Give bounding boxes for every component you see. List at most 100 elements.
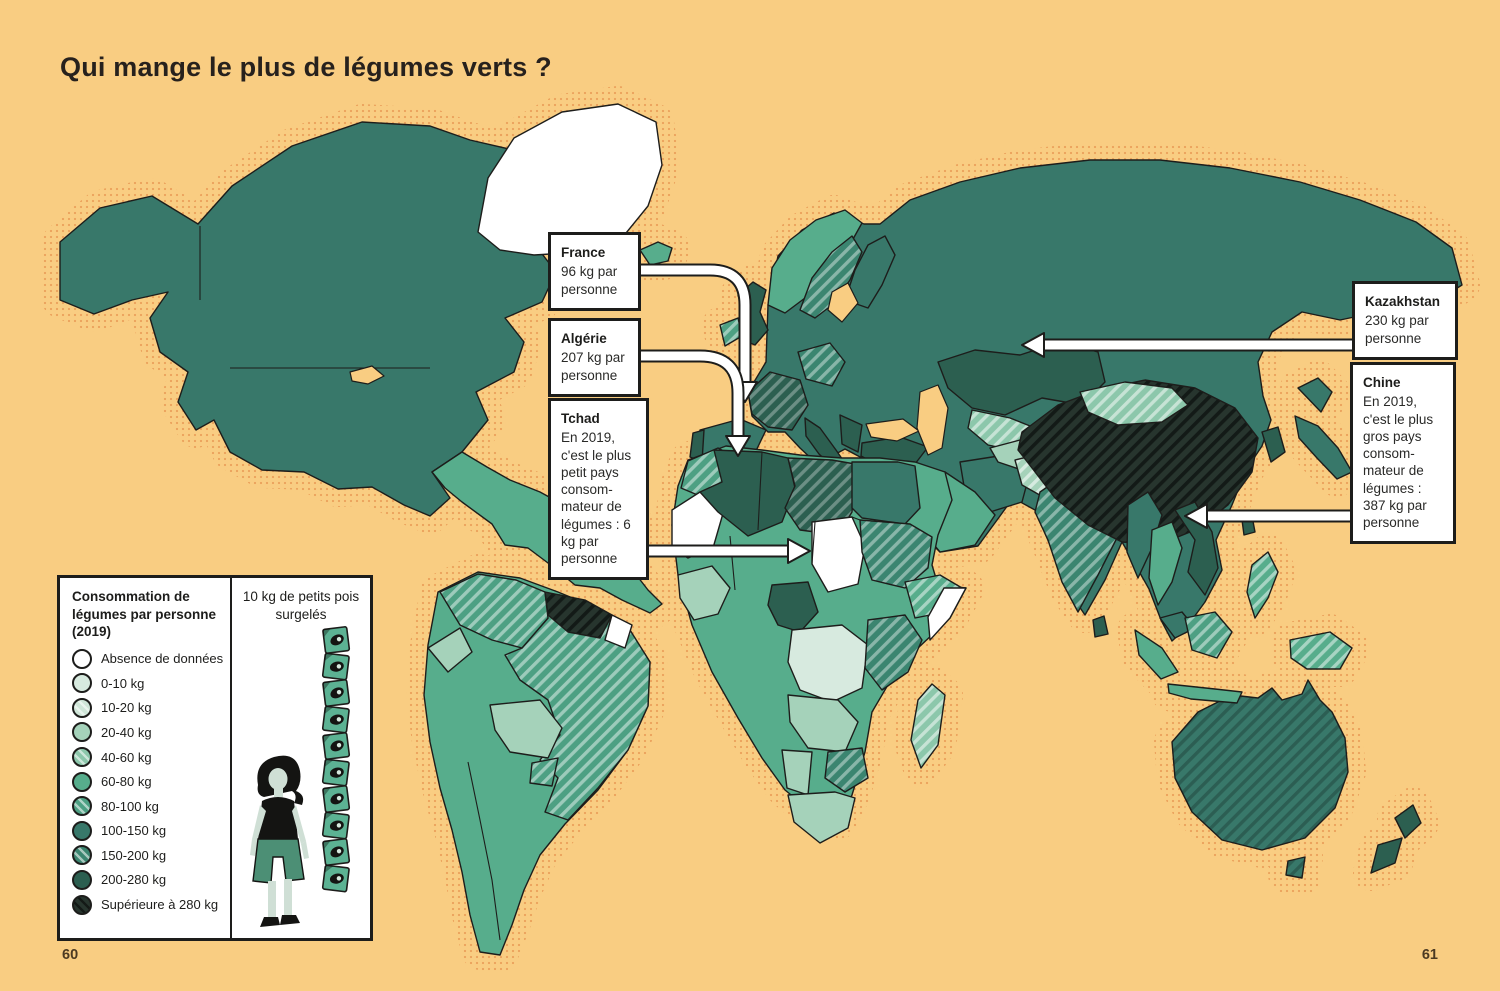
country-borneo bbox=[1184, 611, 1233, 659]
legend-item: 10-20 kg bbox=[72, 697, 224, 718]
country-germany-central-europe bbox=[797, 342, 846, 387]
callout-algerie: Algérie 207 kg par personne bbox=[548, 318, 641, 397]
callout-france-body: 96 kg par personne bbox=[561, 264, 618, 297]
legend-item: 200-280 kg bbox=[72, 869, 224, 890]
callout-france: France 96 kg par personne bbox=[548, 232, 641, 311]
legend-label: Absence de données bbox=[101, 651, 224, 667]
country-new-zealand-north bbox=[1394, 804, 1422, 839]
country-namibia bbox=[781, 749, 813, 796]
legend-items: Absence de données 0-10 kg 10-20 kg 20-40 k… bbox=[72, 648, 224, 915]
scale-illustration bbox=[250, 626, 351, 928]
country-france bbox=[747, 371, 809, 431]
legend-label: 100-150 kg bbox=[101, 823, 167, 839]
country-japan-hokkaido bbox=[1297, 377, 1333, 413]
country-zimbabwe-botswana bbox=[824, 747, 869, 793]
arrow-head-tchad bbox=[787, 538, 811, 564]
country-south-africa bbox=[787, 791, 856, 844]
country-sweden bbox=[799, 235, 863, 319]
country-mongolia bbox=[1079, 381, 1189, 426]
legend-label: 20-40 kg bbox=[101, 724, 152, 740]
country-guyana bbox=[604, 614, 633, 649]
country-new-zealand-south bbox=[1370, 837, 1403, 874]
country-dr-congo bbox=[787, 624, 869, 703]
pea-bag bbox=[321, 864, 350, 893]
country-bolivia bbox=[489, 699, 563, 759]
country-egypt bbox=[851, 461, 921, 525]
legend-item: 0-10 kg bbox=[72, 673, 224, 694]
callout-kazakhstan-title: Kazakhstan bbox=[1365, 294, 1441, 309]
callout-algerie-title: Algérie bbox=[561, 331, 607, 346]
arrow-head-algerie bbox=[725, 435, 751, 457]
country-east-africa bbox=[864, 614, 923, 691]
pea-bag bbox=[322, 785, 351, 814]
callout-kazakhstan-body: 230 kg par personne bbox=[1365, 313, 1429, 346]
country-sri-lanka bbox=[1092, 615, 1109, 638]
callout-chine: Chine En 2019, c'est le plus gros pays c… bbox=[1350, 362, 1456, 545]
pea-bag bbox=[322, 732, 351, 761]
country-new-guinea bbox=[1289, 631, 1353, 670]
legend-swatch bbox=[72, 894, 92, 915]
border-africa-sahel bbox=[729, 451, 861, 591]
legend-swatch bbox=[72, 820, 92, 841]
legend-swatch bbox=[72, 648, 92, 669]
legend-label: 10-20 kg bbox=[101, 700, 152, 716]
callout-chine-title: Chine bbox=[1363, 375, 1401, 390]
country-philippines bbox=[1246, 551, 1279, 619]
legend-swatch bbox=[72, 722, 92, 743]
legend-label: 80-100 kg bbox=[101, 798, 159, 814]
country-thailand bbox=[1148, 521, 1183, 606]
pea-bag bbox=[321, 811, 350, 840]
country-tasmania bbox=[1285, 856, 1306, 879]
legend-item: 100-150 kg bbox=[72, 820, 224, 841]
pea-bag bbox=[322, 679, 351, 708]
pea-bag bbox=[322, 626, 351, 655]
border-us-canada bbox=[199, 226, 430, 369]
legend-swatch bbox=[72, 845, 92, 866]
country-sumatra bbox=[1134, 629, 1179, 680]
country-iceland bbox=[639, 241, 673, 266]
pea-bag bbox=[321, 758, 350, 787]
country-ecuador bbox=[427, 627, 473, 673]
legend-label: 60-80 kg bbox=[101, 774, 152, 790]
country-somalia bbox=[927, 587, 967, 641]
callout-tchad-body: En 2019, c'est le plus petit pays consom… bbox=[561, 430, 632, 567]
country-paraguay bbox=[529, 757, 559, 787]
caspian-sea bbox=[916, 384, 949, 456]
legend-item: 80-100 kg bbox=[72, 796, 224, 817]
pea-bag bbox=[321, 652, 350, 681]
page-number-right: 61 bbox=[1421, 947, 1438, 963]
legend-swatch bbox=[72, 869, 92, 890]
landmasses bbox=[59, 103, 1463, 956]
country-west-africa-coast bbox=[677, 565, 731, 621]
callout-kazakhstan: Kazakhstan 230 kg par personne bbox=[1352, 281, 1458, 360]
person-figure bbox=[250, 755, 309, 928]
legend-label: 200-280 kg bbox=[101, 872, 167, 888]
country-japan-honshu bbox=[1294, 415, 1353, 480]
legend-item: Supérieure à 280 kg bbox=[72, 894, 224, 915]
legend-swatch bbox=[72, 673, 92, 694]
pea-bag bbox=[321, 705, 350, 734]
country-finland bbox=[844, 235, 896, 309]
country-colombia bbox=[439, 573, 549, 649]
callout-algerie-body: 207 kg par personne bbox=[561, 350, 625, 383]
legend-item: 60-80 kg bbox=[72, 771, 224, 792]
callout-tchad-title: Tchad bbox=[561, 411, 600, 426]
page-number-left: 60 bbox=[62, 947, 79, 963]
border-chile-argentina bbox=[467, 761, 501, 941]
legend-swatch bbox=[72, 697, 92, 718]
legend-item: 40-60 kg bbox=[72, 747, 224, 768]
page-title: Qui mange le plus de légumes verts ? bbox=[60, 52, 552, 82]
legend-swatch bbox=[72, 771, 92, 792]
legend-panel: Consommation de légumes par personne (20… bbox=[60, 578, 230, 938]
scale-panel: 10 kg de petits pois surgelés bbox=[230, 578, 370, 938]
country-korea bbox=[1261, 426, 1286, 463]
callout-france-title: France bbox=[561, 245, 606, 260]
callout-arrows bbox=[633, 263, 1359, 564]
legend-label: 0-10 kg bbox=[101, 675, 145, 691]
country-sudan bbox=[859, 519, 933, 589]
legend-swatch bbox=[72, 747, 92, 768]
country-algeria bbox=[699, 449, 796, 537]
legend-swatch bbox=[72, 796, 92, 817]
country-madagascar bbox=[910, 683, 946, 769]
